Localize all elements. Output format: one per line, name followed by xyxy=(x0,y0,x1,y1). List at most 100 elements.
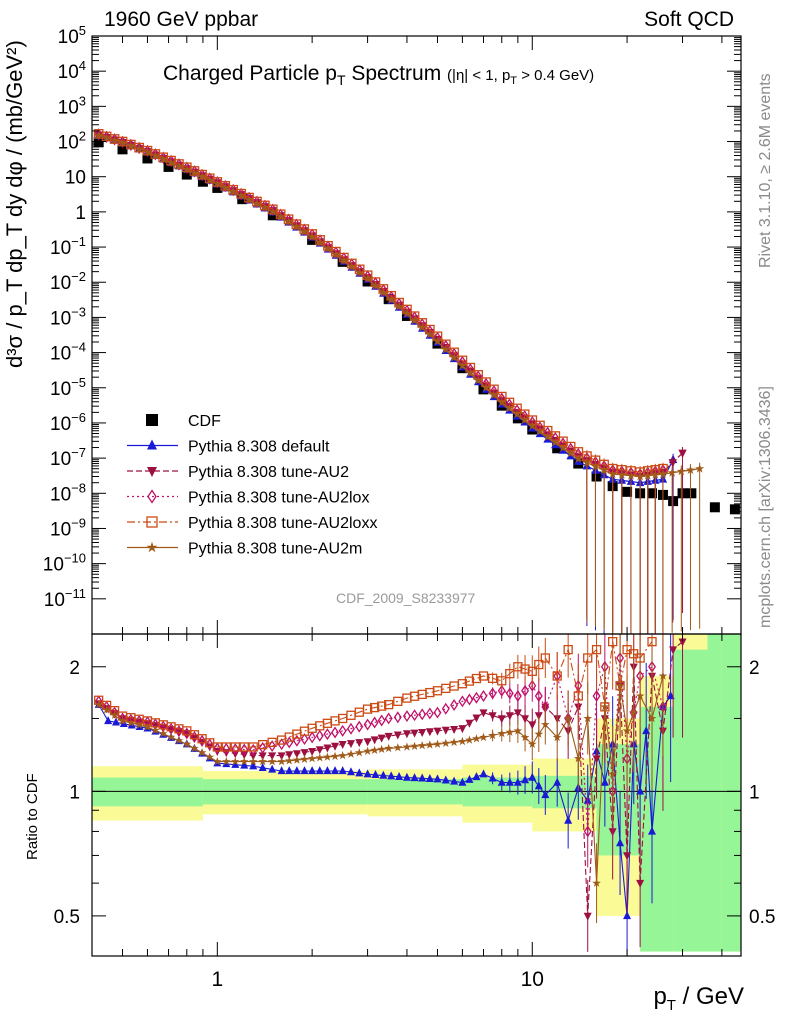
point-au2m xyxy=(432,336,443,346)
point-cdf xyxy=(591,471,602,482)
ratio-point-au2 xyxy=(277,752,286,761)
y-tick-label: 10−8 xyxy=(50,480,86,505)
ratio-point-au2 xyxy=(505,712,514,721)
point-au2m xyxy=(643,470,653,480)
point-au2m xyxy=(558,443,568,452)
ratio-point-au2lox xyxy=(479,690,488,702)
point-au2m xyxy=(134,144,144,153)
point-au2m xyxy=(617,470,627,479)
point-au2m xyxy=(94,130,104,140)
point-au2m xyxy=(457,361,467,370)
point-au2m xyxy=(212,178,222,188)
point-au2m xyxy=(410,315,420,325)
ratio-point-au2lox xyxy=(323,728,332,741)
ratio-point-au2loxx xyxy=(583,653,593,663)
ratio-point-default xyxy=(648,826,657,835)
ratio-point-au2lox xyxy=(441,702,450,715)
point-cdf xyxy=(622,486,633,497)
ratio-point-au2lox xyxy=(118,712,127,725)
point-au2 xyxy=(678,449,687,459)
ratio-point-au2m xyxy=(592,878,601,887)
ratio-point-au2m xyxy=(573,754,583,763)
point-au2lox xyxy=(394,297,404,311)
point-au2lox xyxy=(371,276,380,290)
ratio-point-au2m xyxy=(158,729,168,738)
ratio-point-au2loxx xyxy=(239,742,249,752)
point-au2m xyxy=(347,261,357,271)
ratio-point-au2lox xyxy=(450,699,459,711)
legend-label-au2loxx: Pythia 8.308 tune-AU2loxx xyxy=(188,515,377,532)
legend-label-cdf: CDF xyxy=(188,413,221,430)
point-au2m xyxy=(174,161,184,170)
point-au2lox xyxy=(363,270,372,283)
ratio-point-au2lox xyxy=(315,729,324,742)
ratio-point-au2 xyxy=(363,738,372,747)
ratio-point-au2 xyxy=(458,725,467,734)
band-inner-7 xyxy=(673,649,708,952)
y-tick-label: 1 xyxy=(75,203,86,224)
ratio-point-default xyxy=(488,773,497,782)
ratio-point-au2lox xyxy=(190,731,199,744)
ratio-point-au2m xyxy=(629,708,638,717)
ratio-point-au2m xyxy=(354,748,364,757)
point-au2m xyxy=(182,164,192,174)
point-au2m xyxy=(566,448,576,458)
ratio-point-au2lox xyxy=(528,679,537,692)
ratio-point-au2loxx xyxy=(267,737,277,747)
plot-title-cut-sub: T xyxy=(510,75,518,87)
ratio-point-au2loxx xyxy=(393,696,403,706)
ratio-point-au2 xyxy=(472,714,481,723)
point-au2m xyxy=(276,212,286,221)
point-au2m xyxy=(323,244,333,253)
ratio-point-au2m xyxy=(433,739,442,748)
ratio-point-au2lox xyxy=(292,734,301,747)
point-au2m xyxy=(417,322,427,332)
point-au2lox xyxy=(229,183,238,197)
point-au2lox xyxy=(339,252,348,265)
legend-item-cdf: CDF xyxy=(146,413,221,430)
ratio-point-default xyxy=(363,769,372,778)
ratio-point-au2loxx xyxy=(230,742,240,752)
ratio-point-au2m xyxy=(425,740,435,749)
ratio-point-au2lox xyxy=(277,738,286,751)
ratio-point-au2lox xyxy=(338,724,347,737)
point-au2lox xyxy=(410,311,419,324)
ratio-series-au2m xyxy=(94,634,668,924)
ratio-point-au2m xyxy=(527,739,537,748)
y-tick-label: 10−1 xyxy=(50,234,86,259)
y-tick-base: 10 xyxy=(58,97,79,118)
point-au2m xyxy=(626,470,636,480)
header-energy: 1960 GeV ppbar xyxy=(104,8,259,31)
ratio-point-au2loxx xyxy=(258,739,268,750)
ratio-point-au2 xyxy=(346,740,355,749)
ratio-y-tick-label-right: 2 xyxy=(749,658,760,679)
ratio-point-au2loxx xyxy=(608,636,618,647)
point-au2m xyxy=(535,426,545,436)
ratio-point-au2lox xyxy=(384,712,393,725)
main-panel-series xyxy=(93,128,740,634)
ratio-point-au2lox xyxy=(465,693,474,706)
legend-marker-au2 xyxy=(147,467,157,477)
ratio-point-au2lox xyxy=(198,734,207,747)
ratio-point-au2m xyxy=(118,716,127,725)
ratio-point-au2loxx xyxy=(362,704,373,714)
ratio-point-au2 xyxy=(377,734,386,743)
point-au2m xyxy=(504,403,514,413)
ratio-point-au2m xyxy=(284,756,294,765)
ratio-point-au2 xyxy=(370,736,379,745)
point-au2m xyxy=(339,255,349,265)
point-au2m xyxy=(363,273,373,283)
point-au2lox xyxy=(252,195,262,209)
ratio-point-au2lox xyxy=(472,691,481,704)
ratio-point-au2m xyxy=(497,728,507,738)
ratio-point-au2 xyxy=(425,728,434,737)
ratio-point-au2lox xyxy=(370,716,379,729)
ratio-point-au2m xyxy=(479,732,488,742)
band-group xyxy=(92,634,741,952)
ratio-point-au2 xyxy=(418,728,427,737)
ratio-point-au2 xyxy=(513,709,522,718)
ratio-point-au2lox xyxy=(488,687,497,700)
ratio-line-au2loxx xyxy=(98,641,653,748)
ratio-point-au2lox xyxy=(521,684,530,697)
